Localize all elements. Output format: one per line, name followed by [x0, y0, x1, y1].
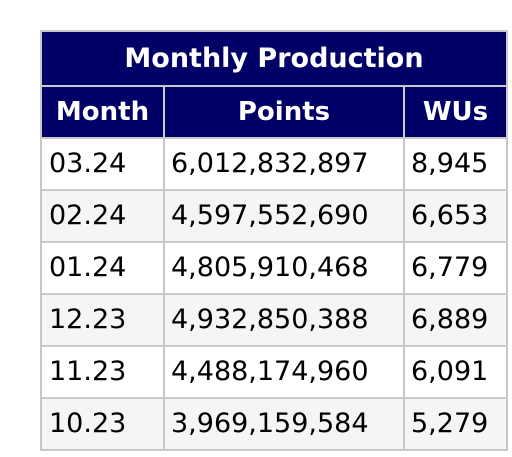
month-cell: 01.24: [40, 241, 165, 295]
column-header-points: Points: [163, 85, 405, 139]
month-cell: 02.24: [40, 189, 165, 243]
table-row: 02.24 4,597,552,690 6,653: [40, 189, 508, 243]
table-row: 11.23 4,488,174,960 6,091: [40, 345, 508, 399]
points-cell: 6,012,832,897: [163, 137, 405, 191]
wus-cell: 8,945: [403, 137, 508, 191]
table-row: 01.24 4,805,910,468 6,779: [40, 241, 508, 295]
points-cell: 4,805,910,468: [163, 241, 405, 295]
wus-cell: 5,279: [403, 397, 508, 451]
points-cell: 4,488,174,960: [163, 345, 405, 399]
month-cell: 11.23: [40, 345, 165, 399]
wus-cell: 6,653: [403, 189, 508, 243]
table-row: 12.23 4,932,850,388 6,889: [40, 293, 508, 347]
points-cell: 4,932,850,388: [163, 293, 405, 347]
month-cell: 12.23: [40, 293, 165, 347]
month-cell: 10.23: [40, 397, 165, 451]
wus-cell: 6,889: [403, 293, 508, 347]
table-row: 03.24 6,012,832,897 8,945: [40, 137, 508, 191]
points-cell: 3,969,159,584: [163, 397, 405, 451]
table-title: Monthly Production: [40, 30, 508, 87]
column-header-wus: WUs: [403, 85, 508, 139]
month-cell: 03.24: [40, 137, 165, 191]
table-row: 10.23 3,969,159,584 5,279: [40, 397, 508, 451]
column-header-month: Month: [40, 85, 165, 139]
monthly-production-panel: Monthly Production Month Points WUs 03.2…: [40, 30, 508, 451]
monthly-production-table: Monthly Production Month Points WUs 03.2…: [40, 30, 508, 451]
wus-cell: 6,091: [403, 345, 508, 399]
points-cell: 4,597,552,690: [163, 189, 405, 243]
wus-cell: 6,779: [403, 241, 508, 295]
